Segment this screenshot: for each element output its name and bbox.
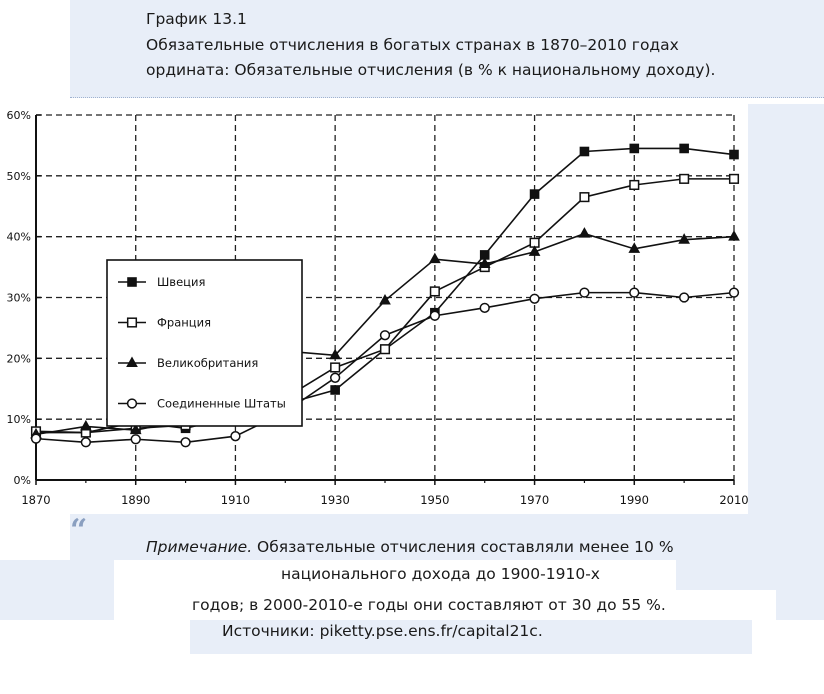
x-tick-label: 1890 — [121, 493, 150, 507]
data-point-france — [429, 286, 440, 297]
x-tick-label: 1910 — [221, 493, 250, 507]
data-point-france — [579, 192, 590, 203]
axes: 0% 10% 20% 30% 40% 50% 60% 1870 1890 1910 1930 1950… — [7, 109, 749, 507]
chart-container: 0% 10% 20% 30% 40% 50% 60% 1870 1890 1910 1930 1950… — [0, 104, 749, 514]
data-point-uk — [478, 257, 491, 269]
data-point-uk — [628, 242, 641, 253]
data-point-usa — [629, 287, 640, 298]
note-label: Примечание. — [146, 538, 253, 556]
note-line-3: годов; в 2000-2010-е годы они составляют… — [192, 596, 666, 614]
figure-title: Обязательные отчисления в богатых страна… — [146, 36, 679, 54]
y-axis-description: ордината: Обязательные отчисления (в % к… — [146, 61, 716, 79]
data-point-sweden — [330, 385, 340, 395]
data-point-uk — [80, 419, 92, 431]
y-tick-label: 60% — [7, 109, 31, 122]
data-point-uk — [429, 252, 441, 264]
source-line: Источники: piketty.pse.ens.fr/capital21c… — [222, 622, 543, 640]
data-point-usa — [479, 302, 490, 313]
chart-caption-box: График 13.1 Обязательные отчисления в бо… — [70, 0, 824, 98]
data-point-uk — [379, 294, 391, 305]
data-point-usa — [678, 292, 690, 303]
data-point-sweden — [529, 189, 540, 199]
y-tick-label: 50% — [7, 170, 31, 183]
x-tick-label: 1930 — [321, 493, 350, 507]
data-point-usa — [180, 437, 191, 448]
x-tick-label: 1870 — [21, 493, 50, 507]
legend-marker-sweden — [127, 277, 137, 287]
y-tick-label: 40% — [7, 231, 31, 244]
data-point-usa — [30, 433, 42, 444]
legend-marker-uk — [126, 356, 138, 367]
y-tick-label: 30% — [7, 292, 31, 305]
data-point-sweden — [679, 143, 689, 154]
data-point-uk — [129, 423, 142, 435]
y-tick-label: 20% — [7, 352, 31, 365]
note-region: “ Примечание. Обязательные отчисления со… — [0, 514, 824, 694]
data-point-france — [728, 173, 740, 184]
data-point-france — [679, 173, 690, 184]
note-text-1: Обязательные отчисления составляли менее… — [252, 538, 674, 556]
figure-number: График 13.1 — [146, 10, 247, 28]
legend-label-france: Франция — [157, 316, 211, 330]
data-point-france — [379, 344, 391, 355]
note-line-1: Примечание. Обязательные отчисления сост… — [146, 536, 674, 558]
data-point-usa — [130, 434, 141, 445]
x-tick-label: 2010 — [719, 493, 748, 507]
legend-label-uk: Великобритания — [157, 356, 258, 370]
x-tick-label: 1970 — [520, 493, 549, 507]
data-point-usa — [329, 372, 341, 383]
data-point-usa — [429, 310, 441, 321]
legend: Швеция Франция Великобритания Соединенные Ш… — [106, 259, 303, 427]
data-point-usa — [80, 437, 92, 448]
data-point-sweden — [629, 143, 640, 154]
data-point-france — [330, 362, 341, 373]
data-point-uk — [528, 245, 541, 256]
data-point-usa — [230, 431, 241, 442]
x-tick-label: 1990 — [620, 493, 649, 507]
x-tick-label: 1950 — [420, 493, 449, 507]
note-line-2: национального дохода до 1900-1910-х — [281, 565, 600, 583]
data-point-usa — [529, 293, 540, 304]
legend-box — [106, 259, 303, 427]
data-point-uk — [578, 227, 591, 238]
legend-marker-usa — [126, 398, 138, 409]
data-point-france — [629, 179, 640, 191]
data-point-sweden — [579, 146, 590, 157]
data-point-usa — [379, 330, 391, 341]
data-point-sweden — [729, 149, 739, 160]
side-strip — [748, 104, 824, 514]
data-point-usa — [579, 287, 590, 298]
legend-label-usa: Соединенные Штаты — [157, 397, 286, 411]
line-chart: 0% 10% 20% 30% 40% 50% 60% 1870 1890 1910 1930 1950… — [7, 109, 749, 507]
data-point-uk — [329, 348, 341, 360]
data-point-uk — [728, 230, 740, 241]
data-point-uk — [678, 233, 690, 244]
y-tick-label: 10% — [7, 413, 31, 426]
legend-marker-france — [126, 317, 138, 328]
legend-label-sweden: Швеция — [157, 275, 205, 289]
y-tick-label: 0% — [14, 474, 31, 487]
quote-mark-icon: “ — [70, 513, 88, 548]
data-point-usa — [728, 287, 740, 298]
